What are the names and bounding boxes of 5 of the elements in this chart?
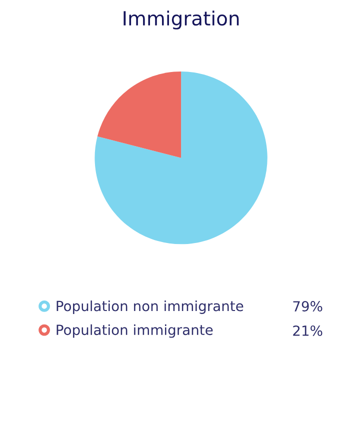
data-label: 79% xyxy=(293,301,322,312)
legend-label: Population immigrante xyxy=(56,324,213,338)
chart-title: Immigration xyxy=(124,10,239,30)
legend-label: Population non immigrante xyxy=(56,300,244,314)
data-label: 21% xyxy=(293,325,322,336)
